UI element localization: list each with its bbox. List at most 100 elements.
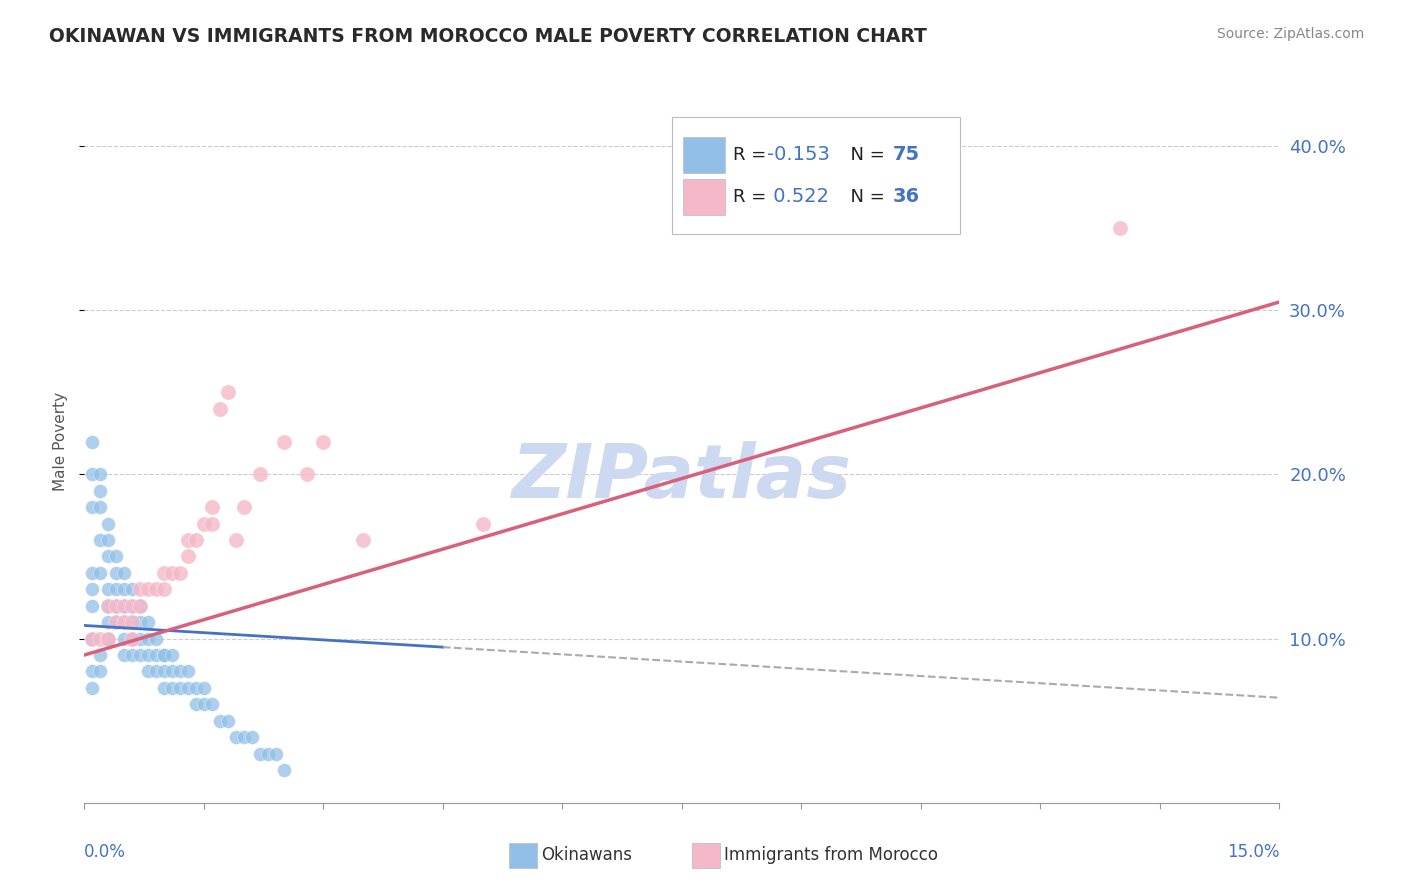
Point	[82, 434, 104, 449]
Point	[169, 681, 191, 695]
Point	[193, 516, 215, 531]
Point	[112, 599, 135, 613]
Point	[129, 615, 152, 630]
Point	[225, 533, 247, 547]
Point	[105, 615, 128, 630]
Point	[121, 599, 143, 613]
Point	[153, 648, 176, 662]
Text: 36: 36	[893, 187, 920, 206]
Text: N =: N =	[839, 145, 890, 164]
Point	[97, 549, 120, 564]
Point	[82, 500, 104, 515]
Point	[201, 516, 224, 531]
Point	[82, 632, 104, 646]
Point	[105, 549, 128, 564]
Text: OKINAWAN VS IMMIGRANTS FROM MOROCCO MALE POVERTY CORRELATION CHART: OKINAWAN VS IMMIGRANTS FROM MOROCCO MALE…	[49, 27, 927, 45]
Point	[312, 434, 335, 449]
Point	[208, 401, 231, 416]
Point	[217, 714, 239, 728]
Y-axis label: Male Poverty: Male Poverty	[53, 392, 69, 491]
Point	[232, 730, 254, 744]
Point	[121, 615, 143, 630]
Point	[153, 681, 176, 695]
Point	[89, 467, 111, 482]
Point	[177, 533, 200, 547]
Point	[97, 615, 120, 630]
Point	[129, 648, 152, 662]
Point	[121, 648, 143, 662]
Point	[97, 599, 120, 613]
Point	[160, 665, 183, 679]
Point	[89, 648, 111, 662]
Point	[193, 681, 215, 695]
Text: R =: R =	[734, 145, 772, 164]
Point	[249, 747, 271, 761]
Point	[82, 467, 104, 482]
Point	[264, 747, 287, 761]
Point	[160, 681, 183, 695]
Point	[177, 681, 200, 695]
Point	[82, 665, 104, 679]
Point	[184, 681, 207, 695]
Point	[121, 599, 143, 613]
Point	[184, 533, 207, 547]
Point	[208, 714, 231, 728]
Point	[129, 632, 152, 646]
Point	[97, 533, 120, 547]
Point	[121, 582, 143, 597]
Point	[82, 599, 104, 613]
Text: -0.153: -0.153	[768, 145, 830, 164]
Point	[112, 632, 135, 646]
Text: 15.0%: 15.0%	[1227, 843, 1279, 861]
Point	[97, 516, 120, 531]
Point	[121, 615, 143, 630]
Point	[112, 582, 135, 597]
Point	[153, 648, 176, 662]
Point	[97, 632, 120, 646]
Point	[273, 763, 295, 777]
Point	[273, 434, 295, 449]
Point	[112, 615, 135, 630]
Point	[240, 730, 263, 744]
Point	[1109, 221, 1132, 235]
Point	[169, 566, 191, 580]
Text: ZIPatlas: ZIPatlas	[512, 442, 852, 514]
Point	[249, 467, 271, 482]
Point	[82, 582, 104, 597]
Point	[129, 599, 152, 613]
Point	[160, 648, 183, 662]
Point	[193, 698, 215, 712]
Point	[105, 566, 128, 580]
Point	[105, 582, 128, 597]
Point	[112, 648, 135, 662]
Point	[89, 665, 111, 679]
Point	[105, 599, 128, 613]
Point	[112, 599, 135, 613]
Point	[297, 467, 319, 482]
Point	[105, 615, 128, 630]
Point	[352, 533, 374, 547]
Point	[97, 599, 120, 613]
Point	[82, 632, 104, 646]
Point	[201, 698, 224, 712]
Text: 75: 75	[893, 145, 920, 164]
Point	[136, 632, 159, 646]
Point	[136, 648, 159, 662]
Point	[256, 747, 278, 761]
Point	[145, 582, 167, 597]
Point	[160, 566, 183, 580]
Point	[169, 665, 191, 679]
Text: 0.522: 0.522	[768, 187, 830, 206]
Point	[177, 549, 200, 564]
Point	[136, 615, 159, 630]
Text: N =: N =	[839, 187, 890, 206]
Point	[97, 632, 120, 646]
Point	[112, 615, 135, 630]
Point	[471, 516, 494, 531]
Point	[217, 385, 239, 400]
Point	[82, 681, 104, 695]
Text: Source: ZipAtlas.com: Source: ZipAtlas.com	[1216, 27, 1364, 41]
Point	[177, 665, 200, 679]
Point	[89, 483, 111, 498]
Point	[145, 632, 167, 646]
